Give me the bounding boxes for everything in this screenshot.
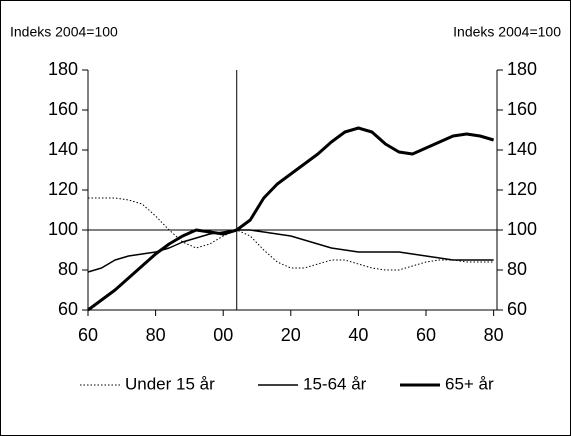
- series-line: [87, 229, 494, 273]
- y-tick-label: 140: [48, 139, 78, 159]
- x-tick-label: 60: [416, 325, 436, 345]
- y2-tick-label: 180: [507, 59, 537, 79]
- y-tick-label: 120: [48, 179, 78, 199]
- legend-label: 65+ år: [445, 374, 494, 393]
- y-tick-label: 60: [58, 299, 78, 319]
- legend-label: Under 15 år: [125, 374, 215, 393]
- y2-tick-label: 60: [507, 299, 527, 319]
- y2-tick-label: 80: [507, 259, 527, 279]
- x-tick-label: 00: [213, 325, 233, 345]
- y2-tick-label: 160: [507, 99, 537, 119]
- x-tick-label: 80: [146, 325, 166, 345]
- legend-label: 15-64 år: [303, 374, 367, 393]
- series-line: [88, 197, 494, 271]
- y-tick-label: 80: [58, 259, 78, 279]
- x-tick-label: 60: [78, 325, 98, 345]
- x-tick-label: 20: [281, 325, 301, 345]
- series-line: [87, 126, 495, 312]
- y-tick-label: 100: [48, 219, 78, 239]
- y2-axis-label: Indeks 2004=100: [453, 24, 561, 40]
- x-tick-label: 40: [348, 325, 368, 345]
- y2-tick-label: 140: [507, 139, 537, 159]
- y-axis-label: Indeks 2004=100: [10, 24, 118, 40]
- y-tick-label: 180: [48, 59, 78, 79]
- y2-tick-label: 100: [507, 219, 537, 239]
- y2-tick-label: 120: [507, 179, 537, 199]
- y-tick-label: 160: [48, 99, 78, 119]
- x-tick-label: 80: [484, 325, 504, 345]
